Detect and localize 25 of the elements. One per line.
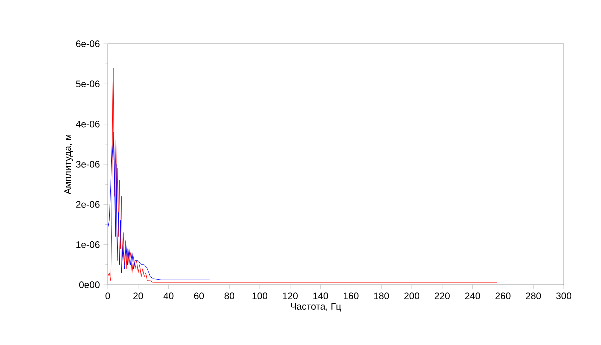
- x-tick-label: 140: [314, 292, 328, 300]
- y-tick-label: 0e00: [79, 282, 100, 288]
- x-tick-label: 40: [164, 292, 174, 300]
- y-tick-label: 5e-06: [76, 80, 100, 88]
- x-tick-label: 280: [526, 292, 542, 300]
- x-axis-title: Частота, Гц: [291, 303, 342, 312]
- x-tick-label: 200: [404, 292, 420, 300]
- x-tick-label: 120: [283, 292, 298, 300]
- x-tick-label: 160: [344, 292, 359, 300]
- y-axis-title: Амплитуда, м: [64, 134, 74, 195]
- x-tick-label: 60: [194, 292, 204, 300]
- y-tick-label: 3e-06: [76, 161, 100, 168]
- y-tick-label: 6e-06: [76, 40, 100, 48]
- x-tick-label: 20: [134, 292, 144, 300]
- x-tick-label: 300: [556, 292, 572, 300]
- x-tick-label: 100: [252, 292, 268, 300]
- x-tick-label: 220: [434, 292, 450, 300]
- y-tick-label: 2e-06: [76, 201, 100, 208]
- y-tick-label: 1e-06: [76, 241, 100, 248]
- x-tick-label: 240: [465, 292, 480, 300]
- y-tick-label: 4e-06: [76, 120, 100, 128]
- x-tick-label: 180: [374, 292, 390, 300]
- x-tick-label: 80: [224, 292, 235, 300]
- x-tick-label: 260: [496, 292, 511, 300]
- x-tick-label: 0: [106, 292, 110, 300]
